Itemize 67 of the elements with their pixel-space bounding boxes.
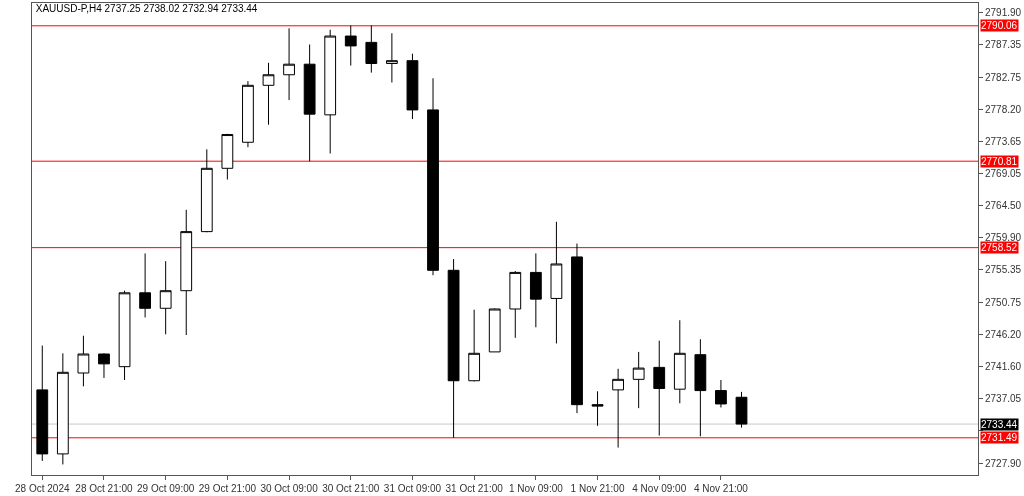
candlestick: [262, 62, 275, 126]
ref-line-label: 2790.06: [981, 20, 1018, 31]
candlestick: [385, 32, 398, 83]
candlestick: [694, 338, 707, 437]
candlestick: [488, 307, 501, 353]
candlestick: [242, 80, 254, 148]
x-tick-label: 4 Nov 09:00: [632, 483, 687, 494]
candlestick: [468, 309, 481, 382]
candlestick: [529, 252, 542, 328]
y-tick-label: 2737.05: [985, 393, 1022, 405]
candlestick: [77, 335, 90, 387]
y-tick-label: 2746.20: [985, 328, 1022, 340]
x-tick-label: 31 Oct 09:00: [383, 483, 442, 494]
candlestick: [200, 148, 213, 233]
ref-line-label: 2758.52: [981, 242, 1018, 253]
x-tick-label: 4 Nov 21:00: [693, 483, 749, 494]
x-tick-label: 30 Oct 21:00: [322, 483, 380, 494]
candlestick: [571, 243, 583, 414]
x-tick-label: 1 Nov 21:00: [570, 483, 625, 494]
x-tick-label: 28 Oct 2024: [15, 483, 70, 494]
y-tick-label: 2755.35: [985, 264, 1022, 276]
x-tick-label: 29 Oct 09:00: [137, 483, 195, 494]
y-tick-label: 2778.20: [985, 103, 1022, 115]
x-tick-label: 30 Oct 09:00: [260, 483, 319, 494]
candlestick: [98, 352, 110, 379]
candlestick: [509, 270, 522, 339]
y-tick-label: 2750.75: [985, 296, 1022, 308]
candlestick: [427, 77, 439, 276]
candlestick: [715, 379, 727, 408]
candlestick: [180, 209, 193, 336]
candlestick: [447, 258, 460, 439]
candlestick: [324, 29, 337, 155]
y-tick-label: 2787.35: [985, 39, 1022, 51]
candlestick: [591, 390, 604, 427]
x-tick-label: 1 Nov 09:00: [508, 483, 564, 494]
candlestick: [303, 44, 316, 162]
y-tick-label: 2764.50: [985, 200, 1022, 212]
y-tick-label: 2727.90: [985, 457, 1022, 469]
y-tick-label: 2741.60: [985, 361, 1022, 373]
chart-title: XAUUSD-P,H4 2737.25 2738.02 2732.94 2733.44: [35, 3, 258, 14]
candlestick: [139, 252, 152, 318]
candlestick: [365, 25, 378, 74]
y-tick-label: 2791.90: [985, 7, 1022, 19]
candlestick: [221, 133, 234, 181]
candlestick: [612, 368, 625, 449]
ref-line-label: 2731.49: [981, 432, 1018, 443]
candlestick: [653, 340, 666, 437]
candlestick: [673, 319, 686, 404]
candlestick: [36, 345, 49, 462]
candlestick: [118, 290, 131, 381]
candlestick: [344, 25, 357, 67]
candlestick: [56, 352, 69, 465]
candlestick: [406, 53, 419, 120]
x-tick-label: 28 Oct 21:00: [75, 483, 134, 494]
ref-line-label: 2733.44: [981, 419, 1018, 430]
x-tick-label: 31 Oct 21:00: [445, 483, 504, 494]
candlestick: [632, 351, 645, 409]
y-tick-label: 2782.75: [985, 71, 1022, 83]
y-tick-label: 2759.90: [985, 232, 1022, 244]
y-tick-label: 2769.05: [985, 168, 1022, 180]
y-tick-label: 2773.65: [985, 135, 1022, 147]
candlestick: [735, 391, 748, 429]
candlestick: [550, 221, 563, 344]
candlestick: [283, 27, 295, 101]
candlestick: [159, 260, 172, 335]
x-tick-label: 29 Oct 21:00: [198, 483, 257, 494]
ref-line-label: 2770.81: [981, 156, 1018, 167]
